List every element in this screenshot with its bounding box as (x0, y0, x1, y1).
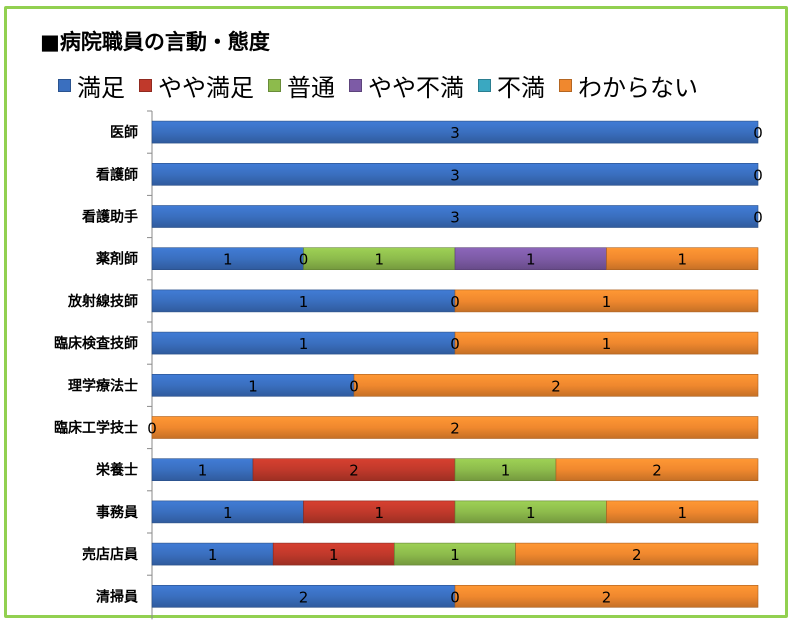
legend-label: 満足 (77, 73, 125, 102)
legend-item: わからない (559, 68, 698, 103)
legend-item: 満足 (58, 68, 125, 103)
data-label: 1 (602, 293, 612, 311)
data-label: 2 (450, 420, 460, 438)
bar-segment (454, 289, 759, 313)
data-label: 1 (299, 293, 309, 311)
data-label: 1 (248, 377, 258, 395)
category-label: 売店店員 (82, 546, 138, 563)
legend-item: やや不満 (349, 68, 464, 103)
data-label: 1 (450, 546, 460, 564)
legend-swatch (139, 78, 152, 92)
bar-segment (555, 458, 759, 482)
legend-item: 普通 (268, 68, 335, 103)
bar-segment (454, 331, 759, 355)
data-label: 2 (349, 462, 359, 480)
legend-item: やや満足 (139, 68, 254, 103)
legend-swatch (268, 78, 281, 92)
data-label: 1 (299, 335, 309, 353)
data-label: 3 (450, 124, 460, 142)
data-label: 1 (208, 546, 218, 564)
category-label: 事務員 (96, 504, 138, 521)
category-label: 医師 (110, 124, 138, 141)
data-label: 1 (501, 462, 511, 480)
legend-swatch (58, 78, 71, 92)
data-label: 1 (526, 251, 536, 269)
legend-label: 不満 (497, 73, 545, 102)
legend-item: 不満 (478, 68, 545, 103)
data-label: 2 (551, 377, 561, 395)
legend-swatch (478, 78, 491, 92)
data-label: 1 (677, 504, 687, 522)
data-label: 0 (299, 251, 309, 269)
data-label: 2 (299, 588, 309, 606)
bar-segment (151, 205, 759, 228)
legend-swatch (559, 78, 572, 92)
bar-segment (606, 247, 759, 270)
data-label: 0 (753, 166, 763, 184)
legend-label: やや満足 (158, 73, 254, 102)
legend-label: 普通 (287, 73, 335, 102)
category-label: 看護助手 (81, 209, 138, 226)
legend-label: わからない (578, 73, 698, 102)
data-label: 0 (753, 209, 763, 227)
legend: 満足 やや満足 普通 やや不満 不満 わからない (58, 68, 712, 102)
data-label: 2 (652, 462, 662, 480)
category-label: 清掃員 (96, 588, 138, 605)
legend-swatch (349, 78, 362, 92)
data-label: 0 (450, 335, 460, 353)
data-label: 1 (223, 251, 233, 269)
bar-segment (151, 416, 759, 439)
bar-segment (151, 120, 759, 144)
category-label: 栄養士 (95, 462, 138, 479)
data-label: 2 (602, 588, 612, 606)
category-label: 看護師 (95, 166, 138, 183)
data-label: 0 (753, 124, 763, 142)
bar-segment (454, 584, 759, 608)
bar-segment (151, 163, 759, 186)
data-label: 2 (632, 546, 642, 564)
legend-label: やや不満 (368, 73, 464, 102)
data-label: 0 (349, 377, 359, 395)
category-label: 放射線技師 (67, 293, 138, 310)
category-label: 臨床検査技師 (54, 335, 138, 352)
data-label: 1 (198, 462, 208, 480)
data-label: 0 (450, 588, 460, 606)
data-label: 1 (374, 504, 384, 522)
data-label: 1 (374, 251, 384, 269)
bar-segment (353, 373, 759, 397)
data-label: 0 (147, 420, 157, 438)
data-label: 1 (602, 335, 612, 353)
category-label: 薬剤師 (96, 251, 138, 268)
data-label: 3 (450, 166, 460, 184)
bar-segment (606, 500, 759, 524)
chart-title: ■病院職員の言動・態度 (40, 30, 270, 54)
data-label: 1 (223, 504, 233, 522)
bar-segment (515, 542, 759, 566)
category-label: 臨床工学技士 (54, 420, 138, 437)
category-label: 理学療法士 (68, 377, 138, 394)
data-label: 0 (450, 293, 460, 311)
data-label: 1 (677, 251, 687, 269)
data-label: 1 (329, 546, 339, 564)
data-label: 1 (526, 504, 536, 522)
data-label: 3 (450, 209, 460, 227)
